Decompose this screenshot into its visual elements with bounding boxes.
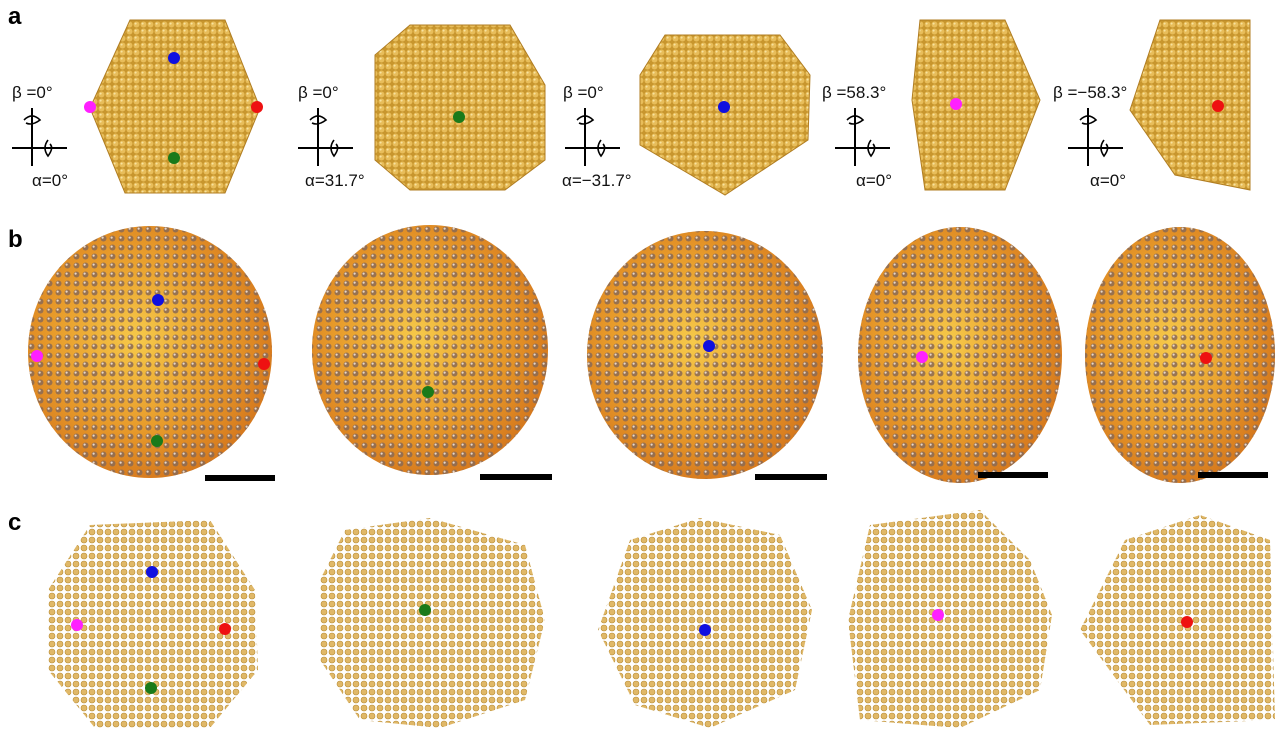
row-a-shapes [90, 20, 1250, 195]
panel-label: a [8, 3, 22, 30]
beta-label: β =0° [298, 83, 339, 102]
panel-label: b [8, 226, 23, 253]
beta-label: β =0° [12, 83, 53, 102]
row-c-models [48, 510, 1275, 728]
beta-label: β =0° [563, 83, 604, 102]
alpha-label: α=0° [32, 171, 68, 190]
row-b-reconstructions [28, 225, 1275, 483]
alpha-label: α=−31.7° [562, 171, 632, 190]
panel-label: c [8, 509, 21, 536]
alpha-label: α=0° [856, 171, 892, 190]
beta-label: β =58.3° [822, 83, 886, 102]
alpha-label: α=0° [1090, 171, 1126, 190]
beta-label: β =−58.3° [1053, 83, 1127, 102]
figure: a b c β =0° α=0° β =0° α=31.7° β =0° α=−… [0, 0, 1276, 733]
alpha-label: α=31.7° [305, 171, 365, 190]
